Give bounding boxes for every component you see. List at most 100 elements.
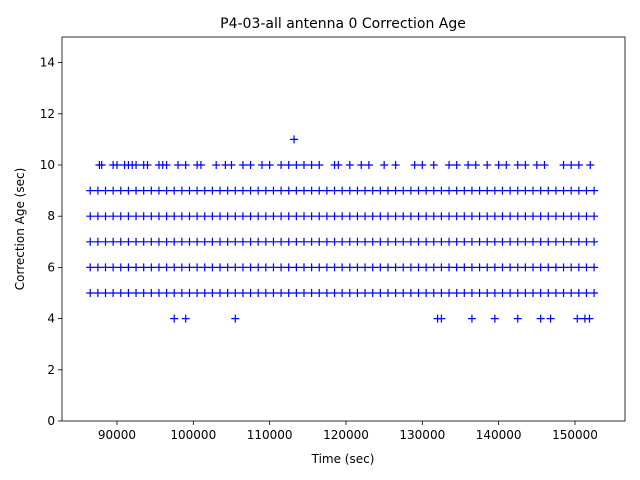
point: [132, 186, 141, 195]
point: [483, 263, 492, 272]
y-tick-label: 10: [40, 158, 55, 172]
point: [330, 212, 339, 221]
point: [475, 289, 484, 297]
point: [513, 314, 522, 323]
x-tick-label: 100000: [170, 428, 216, 442]
y-tick-label: 4: [47, 312, 55, 326]
point: [322, 212, 331, 221]
point: [307, 212, 316, 221]
point: [292, 161, 301, 169]
point: [269, 263, 278, 272]
point: [494, 161, 503, 169]
point: [147, 186, 156, 195]
point: [376, 289, 385, 297]
point: [170, 314, 179, 323]
point: [345, 263, 354, 272]
point: [410, 161, 419, 169]
point: [132, 289, 141, 297]
point: [139, 289, 148, 297]
y-axis-label: Correction Age (sec): [13, 168, 27, 291]
point: [208, 263, 217, 272]
point: [185, 212, 194, 221]
point: [574, 263, 583, 272]
point: [223, 263, 232, 272]
point: [254, 263, 263, 272]
point: [290, 135, 299, 144]
point: [383, 212, 392, 221]
point: [322, 186, 331, 195]
point: [139, 186, 148, 195]
point: [590, 263, 599, 272]
point: [86, 289, 95, 297]
point: [414, 212, 423, 221]
point: [567, 237, 576, 246]
point: [437, 289, 446, 297]
y-tick-label: 2: [47, 363, 55, 377]
x-tick-label: 120000: [323, 428, 369, 442]
point: [483, 237, 492, 246]
point: [124, 212, 133, 221]
point: [170, 212, 179, 221]
point: [258, 161, 267, 169]
point: [544, 186, 553, 195]
point: [116, 212, 125, 221]
point: [338, 237, 347, 246]
point: [361, 212, 370, 221]
point: [177, 289, 186, 297]
point: [529, 289, 538, 297]
point: [269, 237, 278, 246]
point: [361, 237, 370, 246]
point: [147, 212, 156, 221]
point: [170, 186, 179, 195]
point: [582, 289, 591, 297]
point: [200, 186, 209, 195]
point: [162, 289, 171, 297]
point: [536, 263, 545, 272]
point: [162, 263, 171, 272]
point: [521, 237, 530, 246]
point: [200, 212, 209, 221]
y-tick-label: 6: [47, 260, 55, 274]
point: [521, 289, 530, 297]
point: [292, 237, 301, 246]
point: [284, 186, 293, 195]
point: [544, 212, 553, 221]
point: [368, 263, 377, 272]
point: [546, 314, 555, 323]
point: [109, 289, 118, 297]
point: [475, 263, 484, 272]
point: [216, 263, 225, 272]
point: [322, 289, 331, 297]
point: [551, 289, 560, 297]
point: [361, 289, 370, 297]
point: [269, 186, 278, 195]
point: [124, 237, 133, 246]
point: [467, 263, 476, 272]
point: [86, 212, 95, 221]
point: [506, 263, 515, 272]
point: [116, 237, 125, 246]
point: [299, 186, 308, 195]
point: [338, 263, 347, 272]
point: [277, 161, 286, 169]
point: [506, 237, 515, 246]
point: [490, 237, 499, 246]
point: [112, 161, 121, 169]
point: [101, 263, 110, 272]
point: [376, 212, 385, 221]
point: [383, 237, 392, 246]
point: [116, 263, 125, 272]
point: [174, 161, 183, 169]
point: [513, 186, 522, 195]
point: [467, 237, 476, 246]
point: [261, 237, 270, 246]
point: [582, 263, 591, 272]
point: [216, 212, 225, 221]
point: [422, 289, 431, 297]
point: [567, 263, 576, 272]
point: [124, 186, 133, 195]
point: [307, 186, 316, 195]
point: [498, 263, 507, 272]
point: [544, 237, 553, 246]
point: [475, 186, 484, 195]
